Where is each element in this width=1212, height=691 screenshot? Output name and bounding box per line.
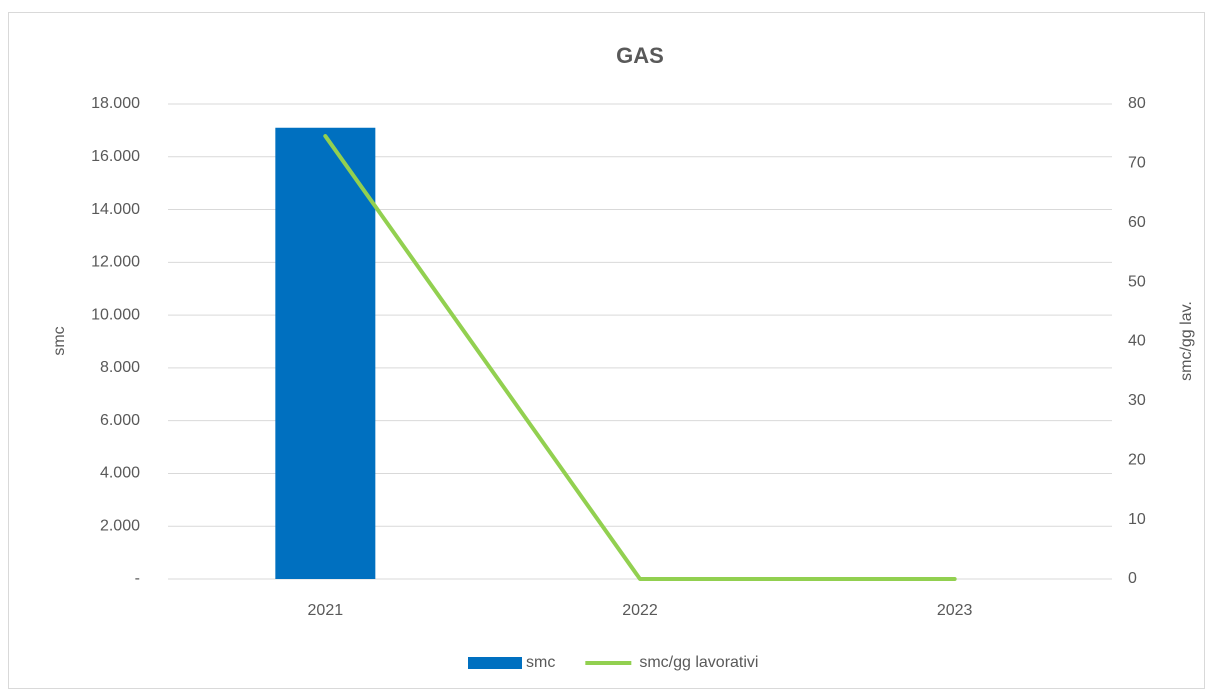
y-tick-label: 8.000 xyxy=(100,359,140,376)
chart-border xyxy=(8,12,1205,689)
y-tick-label: 14.000 xyxy=(91,201,140,218)
legend-swatch xyxy=(468,657,522,669)
y2-tick-label: 70 xyxy=(1128,155,1146,172)
y2-axis-label: smc/gg lav. xyxy=(1178,301,1195,381)
legend-label: smc/gg lavorativi xyxy=(639,654,758,671)
line xyxy=(323,134,957,581)
y2-tick-label: 30 xyxy=(1128,392,1146,409)
y2-tick-label: 50 xyxy=(1128,273,1146,290)
y2-tick-label: 60 xyxy=(1128,214,1146,231)
y-tick-label: 6.000 xyxy=(100,412,140,429)
legend-label: smc xyxy=(526,654,555,671)
y-tick-label: 12.000 xyxy=(91,254,140,271)
y2-tick-label: 0 xyxy=(1128,570,1137,587)
x-tick-label: 2023 xyxy=(937,602,973,619)
y-tick-label: - xyxy=(135,570,140,587)
y-tick-label: 18.000 xyxy=(91,95,140,112)
y2-tick-label: 40 xyxy=(1128,333,1146,350)
x-tick-label: 2021 xyxy=(308,602,344,619)
chart-title: GAS xyxy=(616,43,664,68)
y2-tick-label: 20 xyxy=(1128,451,1146,468)
y-axis-label: smc xyxy=(51,326,68,355)
y2-tick-label: 80 xyxy=(1128,95,1146,112)
x-tick-label: 2022 xyxy=(622,602,658,619)
y2-tick-label: 10 xyxy=(1128,511,1146,528)
y-tick-label: 10.000 xyxy=(91,306,140,323)
y-tick-label: 4.000 xyxy=(100,465,140,482)
y-tick-label: 16.000 xyxy=(91,148,140,165)
bar xyxy=(275,127,376,579)
y-tick-label: 2.000 xyxy=(100,517,140,534)
